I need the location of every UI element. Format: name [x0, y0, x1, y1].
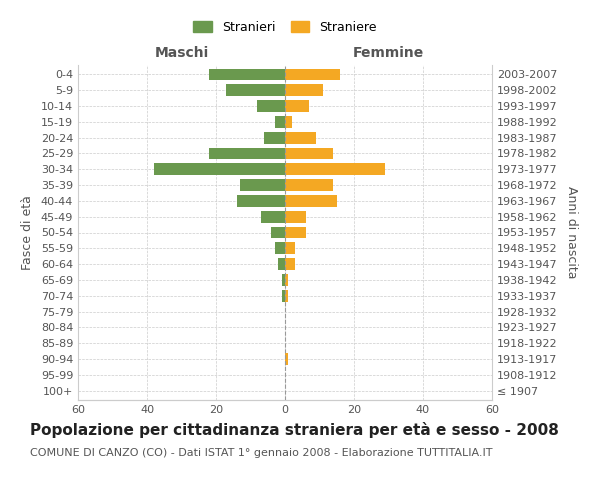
Bar — [285, 116, 292, 128]
Bar — [285, 148, 334, 160]
Bar — [285, 84, 323, 96]
Bar — [285, 290, 289, 302]
Bar — [285, 242, 295, 254]
Bar — [257, 100, 285, 112]
Bar — [285, 226, 306, 238]
Legend: Stranieri, Straniere: Stranieri, Straniere — [187, 14, 383, 40]
Bar — [275, 116, 285, 128]
Bar — [285, 132, 316, 143]
Bar — [261, 211, 285, 222]
Text: Popolazione per cittadinanza straniera per età e sesso - 2008: Popolazione per cittadinanza straniera p… — [30, 422, 559, 438]
Bar — [285, 100, 309, 112]
Y-axis label: Fasce di età: Fasce di età — [21, 195, 34, 270]
Bar — [240, 179, 285, 191]
Bar — [285, 195, 337, 207]
Bar — [265, 132, 285, 143]
Text: Maschi: Maschi — [154, 46, 209, 60]
Bar — [285, 274, 289, 286]
Bar — [281, 290, 285, 302]
Bar — [281, 274, 285, 286]
Bar — [209, 68, 285, 80]
Bar — [271, 226, 285, 238]
Bar — [285, 211, 306, 222]
Bar — [209, 148, 285, 160]
Bar — [285, 164, 385, 175]
Bar — [275, 242, 285, 254]
Bar — [237, 195, 285, 207]
Bar — [285, 258, 295, 270]
Y-axis label: Anni di nascita: Anni di nascita — [565, 186, 578, 279]
Bar — [226, 84, 285, 96]
Bar — [285, 353, 289, 365]
Bar — [154, 164, 285, 175]
Bar — [278, 258, 285, 270]
Bar — [285, 68, 340, 80]
Text: Femmine: Femmine — [353, 46, 424, 60]
Bar — [285, 179, 334, 191]
Text: COMUNE DI CANZO (CO) - Dati ISTAT 1° gennaio 2008 - Elaborazione TUTTITALIA.IT: COMUNE DI CANZO (CO) - Dati ISTAT 1° gen… — [30, 448, 493, 458]
